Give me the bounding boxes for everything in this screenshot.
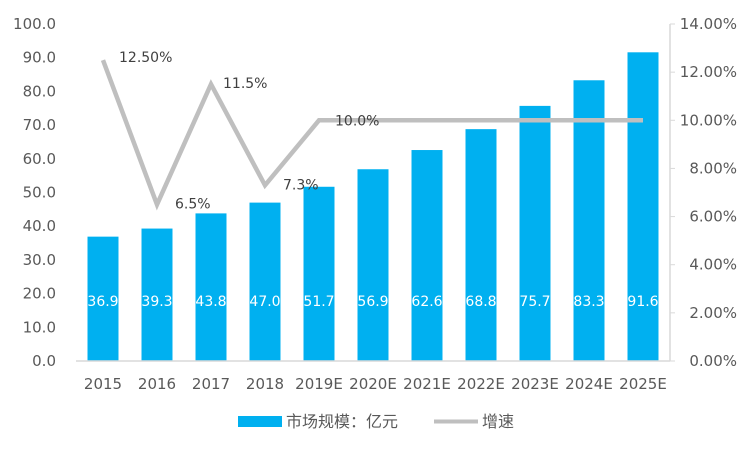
right-tick-6: 12.00%: [680, 63, 737, 81]
bar-2025E: [627, 52, 659, 362]
category-axis-ticks: 2015 2016 2017 2018 2019E 2020E 2021E 2022E 2023…: [84, 375, 667, 393]
left-tick-5: 50.0: [23, 184, 56, 202]
right-tick-7: 14.00%: [680, 15, 737, 33]
growth-label-2015: 12.50%: [119, 50, 172, 66]
bar-2017: [195, 213, 227, 361]
bar-2021E: [411, 150, 443, 361]
bar-label-2024E: 83.3: [573, 294, 604, 310]
bar-label-2018: 47.0: [249, 294, 280, 310]
legend-label-line: 增速: [482, 412, 514, 431]
bar-2023E: [519, 105, 551, 362]
category-tick-2017: 2017: [192, 375, 230, 393]
axes: [76, 24, 671, 362]
bar-label-2016: 39.3: [141, 294, 172, 310]
growth-label-2017: 11.5%: [223, 76, 267, 92]
left-tick-2: 20.0: [23, 285, 56, 303]
growth-data-labels: 12.50% 6.5% 11.5% 7.3% 10.0%: [119, 50, 379, 212]
bar-2016: [141, 228, 173, 361]
category-tick-2019E: 2019E: [295, 375, 343, 393]
category-tick-2021E: 2021E: [403, 375, 451, 393]
bar-2024E: [573, 80, 605, 362]
bar-2022E: [465, 129, 497, 361]
left-tick-8: 80.0: [23, 82, 56, 100]
left-tick-10: 100.0: [13, 15, 56, 33]
category-tick-2023E: 2023E: [511, 375, 559, 393]
bar-label-2022E: 68.8: [465, 294, 496, 310]
category-tick-2016: 2016: [138, 375, 176, 393]
right-tick-3: 6.00%: [689, 208, 737, 226]
growth-label-2019E: 10.0%: [335, 113, 379, 129]
right-tick-2: 4.00%: [689, 256, 737, 274]
bar-label-2021E: 62.6: [411, 294, 442, 310]
category-tick-2025E: 2025E: [619, 375, 667, 393]
bar-label-2025E: 91.6: [627, 294, 658, 310]
left-tick-9: 90.0: [23, 49, 56, 67]
legend: 市场规模：亿元 增速: [238, 412, 514, 431]
right-tick-4: 8.00%: [689, 159, 737, 177]
category-tick-2015: 2015: [84, 375, 122, 393]
left-tick-1: 10.0: [23, 318, 56, 336]
right-tick-5: 10.00%: [680, 111, 737, 129]
bar-label-2020E: 56.9: [357, 294, 388, 310]
bar-label-2019E: 51.7: [303, 294, 334, 310]
category-tick-2020E: 2020E: [349, 375, 397, 393]
bar-label-2023E: 75.7: [519, 294, 550, 310]
left-tick-4: 40.0: [23, 217, 56, 235]
legend-label-bar: 市场规模：亿元: [286, 412, 398, 431]
growth-label-2018: 7.3%: [283, 177, 319, 193]
bar-2018: [249, 202, 281, 361]
right-tick-1: 2.00%: [689, 304, 737, 322]
bar-label-2015: 36.9: [87, 294, 118, 310]
right-axis-ticks: 0.00% 2.00% 4.00% 6.00% 8.00% 10.00% 12.00% 14.…: [670, 15, 737, 370]
growth-label-2016: 6.5%: [175, 197, 211, 213]
category-tick-2024E: 2024E: [565, 375, 613, 393]
bar-series: [87, 52, 659, 362]
left-tick-6: 60.0: [23, 150, 56, 168]
bar-label-2017: 43.8: [195, 294, 226, 310]
right-tick-0: 0.00%: [689, 352, 737, 370]
legend-swatch-bar: [238, 416, 282, 427]
category-tick-2018: 2018: [246, 375, 284, 393]
left-tick-0: 0.0: [32, 352, 56, 370]
left-tick-7: 70.0: [23, 116, 56, 134]
left-tick-3: 30.0: [23, 251, 56, 269]
bar-2020E: [357, 169, 389, 361]
left-axis-ticks: 0.0 10.0 20.0 30.0 40.0 50.0 60.0 70.0 80.0 90.0 1…: [13, 15, 56, 370]
bar-data-labels: 36.9 39.3 43.8 47.0 51.7 56.9 62.6 68.8 75.7 83.3…: [87, 294, 658, 310]
bar-2015: [87, 236, 119, 361]
category-tick-2022E: 2022E: [457, 375, 505, 393]
growth-line-series: [100, 59, 644, 211]
bar-2019E: [303, 186, 335, 361]
